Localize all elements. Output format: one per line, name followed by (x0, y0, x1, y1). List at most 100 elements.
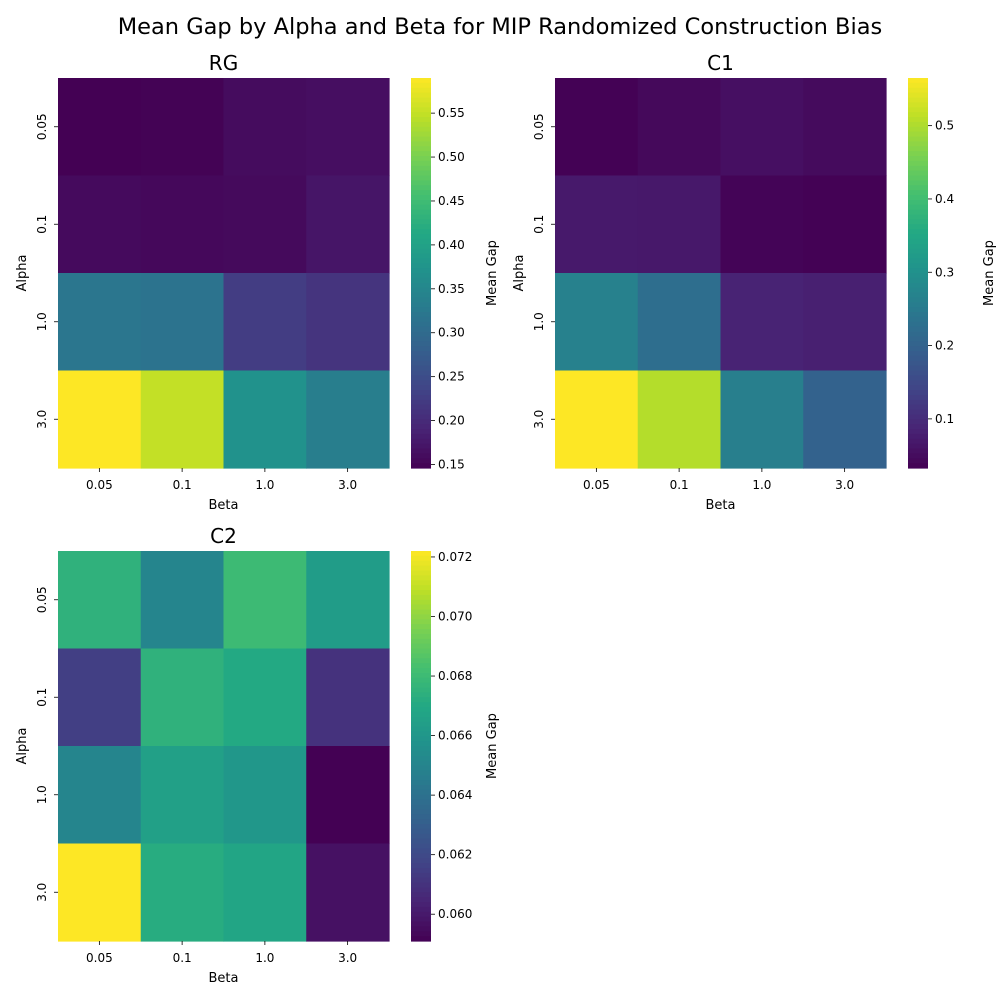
colorbar-segment (908, 234, 928, 239)
heatmap-cell-r1-c1 (638, 176, 721, 274)
colorbar-segment (411, 258, 431, 263)
colorbar-segment (411, 717, 431, 722)
y-tick-label: 3.0 (532, 410, 546, 429)
colorbar-segment (411, 658, 431, 663)
colorbar-segment (411, 78, 431, 83)
colorbar-segment (411, 702, 431, 707)
colorbar-segment (411, 556, 431, 561)
x-tick-label: 0.1 (173, 478, 192, 492)
heatmap-cell-r1-c2 (224, 176, 307, 274)
colorbar-segment (411, 785, 431, 790)
heatmap-cell-r0-c3 (803, 78, 886, 176)
heatmap-cell-r3-c1 (141, 844, 224, 942)
colorbar-segment (908, 258, 928, 263)
colorbar-segment (908, 395, 928, 400)
y-tick-label: 1.0 (532, 312, 546, 331)
colorbar-segment (411, 595, 431, 600)
panel-title: C1 (707, 51, 734, 75)
x-tick-label: 1.0 (255, 951, 274, 965)
y-axis-label: Alpha (15, 255, 30, 292)
colorbar-segment (411, 668, 431, 673)
heatmap-cell-r0-c2 (721, 78, 804, 176)
colorbar-segment (411, 907, 431, 912)
colorbar-segment (908, 332, 928, 337)
heatmap-cell-r0-c3 (306, 78, 389, 176)
heatmap-panel-c1: C10.05 0.1 1.0 3.0Beta0.050.11.03.0Alpha0.1… (512, 51, 997, 513)
colorbar-segment (411, 249, 431, 254)
colorbar-tick-label: 0.25 (438, 370, 465, 384)
colorbar-segment (411, 746, 431, 751)
colorbar-segment (908, 327, 928, 332)
heatmap-cell-r2-c0 (58, 273, 141, 371)
y-axis-label: Alpha (512, 255, 527, 292)
colorbar-segment (908, 151, 928, 156)
colorbar-segment (411, 571, 431, 576)
colorbar-segment (411, 185, 431, 190)
colorbar-segment (908, 322, 928, 327)
x-tick-label: 3.0 (835, 478, 854, 492)
colorbar-segment (411, 302, 431, 307)
panel-title: C2 (210, 524, 237, 548)
heatmap-cell-r1-c0 (58, 176, 141, 274)
colorbar-segment (411, 429, 431, 434)
colorbar-segment (411, 380, 431, 385)
colorbar-segment (908, 405, 928, 410)
colorbar-segment (411, 678, 431, 683)
colorbar-segment (411, 151, 431, 156)
colorbar-segment (411, 853, 431, 858)
heatmap-cell-r1-c2 (721, 176, 804, 274)
colorbar-segment (411, 805, 431, 810)
heatmap-cell-r3-c3 (803, 371, 886, 469)
colorbar-segment (411, 858, 431, 863)
colorbar-segment (908, 463, 928, 468)
colorbar-segment (411, 575, 431, 580)
colorbar-segment (908, 414, 928, 419)
colorbar-segment (411, 190, 431, 195)
colorbar-tick-label: 0.2 (935, 339, 954, 353)
colorbar-segment (908, 166, 928, 171)
colorbar-segment (411, 756, 431, 761)
colorbar-segment (908, 371, 928, 376)
y-tick-label: 0.05 (35, 586, 49, 613)
colorbar-segment (411, 176, 431, 181)
colorbar-segment (908, 444, 928, 449)
colorbar-segment (908, 244, 928, 249)
colorbar-tick-label: 0.060 (438, 907, 472, 921)
colorbar-segment (908, 434, 928, 439)
colorbar-tick-label: 0.5 (935, 119, 954, 133)
colorbar-segment (411, 848, 431, 853)
colorbar-segment (411, 278, 431, 283)
colorbar-segment (411, 219, 431, 224)
colorbar-segment (411, 644, 431, 649)
colorbar-segment (411, 824, 431, 829)
colorbar-segment (908, 263, 928, 268)
colorbar-segment (411, 566, 431, 571)
colorbar-segment (908, 278, 928, 283)
colorbar-segment (411, 375, 431, 380)
colorbar-segment (411, 751, 431, 756)
heatmap-cell-r2-c3 (803, 273, 886, 371)
colorbar-segment (411, 88, 431, 93)
colorbar-tick-label: 0.072 (438, 550, 472, 564)
colorbar-segment (411, 341, 431, 346)
x-axis-label: Beta (706, 498, 736, 513)
colorbar-segment (411, 127, 431, 132)
colorbar-segment (908, 356, 928, 361)
colorbar-segment (908, 98, 928, 103)
colorbar-label: Mean Gap (982, 240, 997, 306)
colorbar-segment (908, 195, 928, 200)
colorbar-segment (411, 629, 431, 634)
colorbar-segment (411, 317, 431, 322)
y-tick-label: 3.0 (35, 410, 49, 429)
colorbar-segment (411, 917, 431, 922)
colorbar-tick-label: 0.55 (438, 106, 465, 120)
colorbar-segment (411, 234, 431, 239)
colorbar-segment (411, 663, 431, 668)
colorbar-tick-label: 0.064 (438, 788, 472, 802)
y-tick-label: 0.1 (532, 215, 546, 234)
x-tick-label: 1.0 (752, 478, 771, 492)
y-tick-label: 3.0 (35, 883, 49, 902)
x-tick-label: 1.0 (255, 478, 274, 492)
colorbar-tick-label: 0.30 (438, 326, 465, 340)
colorbar-segment (411, 922, 431, 927)
